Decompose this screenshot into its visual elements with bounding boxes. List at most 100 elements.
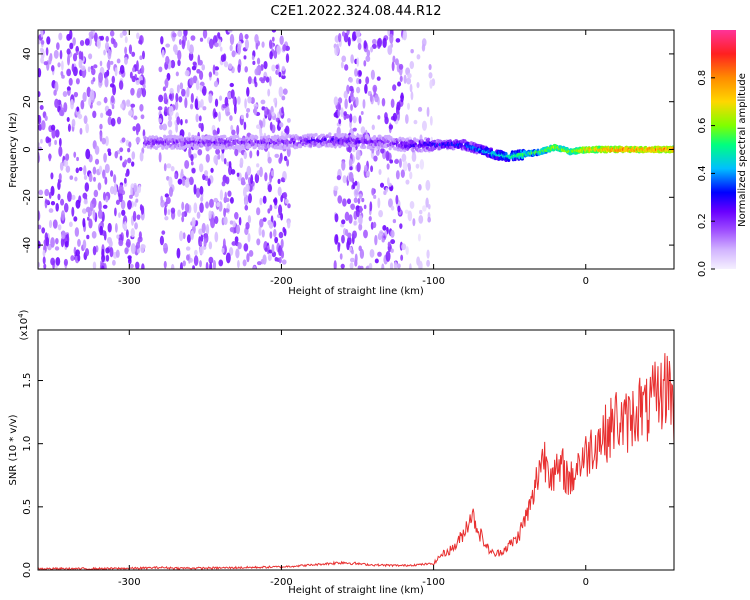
heatmap-cell [341, 133, 345, 137]
heatmap-cell [107, 48, 112, 60]
heatmap-cell [174, 173, 178, 180]
heatmap-cell [271, 30, 277, 33]
heatmap-cell [87, 66, 91, 73]
heatmap-cell [88, 97, 92, 107]
heatmap-cell [163, 243, 168, 249]
spectrogram-x-ticks: -300 -200 -100 0 [118, 30, 589, 287]
heatmap-cell [273, 203, 278, 210]
heatmap-cells [38, 30, 674, 269]
heatmap-cell [192, 265, 195, 269]
heatmap-cell [96, 101, 102, 106]
heatmap-cell [86, 234, 90, 240]
colorbar-tick-label: 0.2 [697, 213, 708, 229]
heatmap-cell [168, 115, 172, 122]
heatmap-cell [186, 86, 190, 98]
heatmap-cell [40, 30, 44, 38]
heatmap-cell [46, 36, 51, 45]
heatmap-cell [355, 208, 360, 218]
heatmap-cell [74, 176, 78, 182]
heatmap-cell [79, 127, 83, 135]
heatmap-cell [333, 260, 337, 269]
heatmap-cell [217, 153, 221, 160]
heatmap-cell [336, 175, 342, 181]
heatmap-cell [411, 148, 415, 153]
heatmap-cell [271, 64, 276, 72]
heatmap-cell [234, 148, 239, 157]
heatmap-cell [96, 38, 101, 49]
heatmap-cell [58, 146, 63, 157]
heatmap-cell [395, 170, 400, 180]
heatmap-cell [268, 39, 273, 50]
heatmap-cell [402, 30, 408, 41]
heatmap-cell [397, 81, 402, 87]
heatmap-cell [48, 153, 52, 162]
heatmap-cell [136, 214, 141, 220]
heatmap-cell [191, 65, 197, 71]
heatmap-cell [278, 231, 284, 239]
heatmap-cell [48, 219, 53, 229]
heatmap-cell [75, 167, 79, 174]
heatmap-cell [55, 256, 61, 266]
heatmap-cell [356, 133, 360, 138]
heatmap-cell [371, 187, 375, 196]
heatmap-cell [407, 102, 410, 110]
snr-frame [37, 329, 675, 571]
heatmap-cell [279, 35, 284, 45]
heatmap-cell [346, 198, 352, 205]
heatmap-cell [278, 157, 282, 164]
heatmap-cell [416, 54, 421, 60]
heatmap-cell [178, 230, 184, 242]
heatmap-cell [429, 79, 433, 89]
heatmap-cell [240, 180, 246, 186]
heatmap-cell [246, 253, 250, 263]
heatmap-cell [136, 60, 139, 72]
heatmap-cell [188, 51, 194, 61]
heatmap-cell [127, 157, 132, 164]
heatmap-cell [237, 242, 242, 250]
heatmap-cell [38, 142, 41, 147]
heatmap-cell [361, 197, 365, 203]
heatmap-cell [362, 145, 367, 149]
heatmap-cell [202, 30, 208, 39]
heatmap-cell [266, 108, 270, 115]
heatmap-cell [75, 51, 79, 56]
heatmap-cell [91, 68, 96, 76]
heatmap-cell [168, 176, 173, 188]
heatmap-cell [199, 84, 203, 92]
heatmap-cell [228, 63, 233, 70]
heatmap-cell [354, 253, 358, 263]
heatmap-cell [237, 63, 241, 73]
heatmap-cell [281, 95, 286, 101]
heatmap-cell [125, 229, 129, 238]
heatmap-cell [195, 113, 199, 123]
heatmap-cell [119, 64, 125, 74]
heatmap-cell [119, 32, 124, 39]
heatmap-cell [135, 261, 140, 269]
heatmap-cell [199, 246, 204, 255]
heatmap-cell [348, 214, 353, 224]
heatmap-cell [125, 100, 131, 107]
y-tick-label: 0.5 [22, 499, 33, 515]
heatmap-cell [268, 249, 273, 254]
heatmap-cell [243, 55, 247, 60]
heatmap-cell [344, 64, 349, 71]
heatmap-cell [164, 201, 168, 208]
heatmap-cell [163, 163, 167, 172]
heatmap-cell [341, 160, 346, 171]
heatmap-cell [93, 64, 98, 69]
heatmap-cell [138, 184, 142, 194]
heatmap-cell [137, 69, 141, 75]
heatmap-cell [224, 96, 229, 107]
heatmap-cell [161, 230, 166, 235]
heatmap-cell [376, 76, 381, 81]
heatmap-cell [66, 116, 70, 123]
heatmap-cell [82, 91, 87, 103]
heatmap-cell [409, 263, 412, 269]
heatmap-cell [50, 65, 55, 72]
heatmap-cell [213, 154, 218, 165]
heatmap-cell [273, 228, 277, 238]
heatmap-cell [130, 243, 136, 255]
heatmap-cell [214, 231, 219, 243]
heatmap-cell [45, 199, 50, 204]
heatmap-cell [184, 202, 190, 213]
